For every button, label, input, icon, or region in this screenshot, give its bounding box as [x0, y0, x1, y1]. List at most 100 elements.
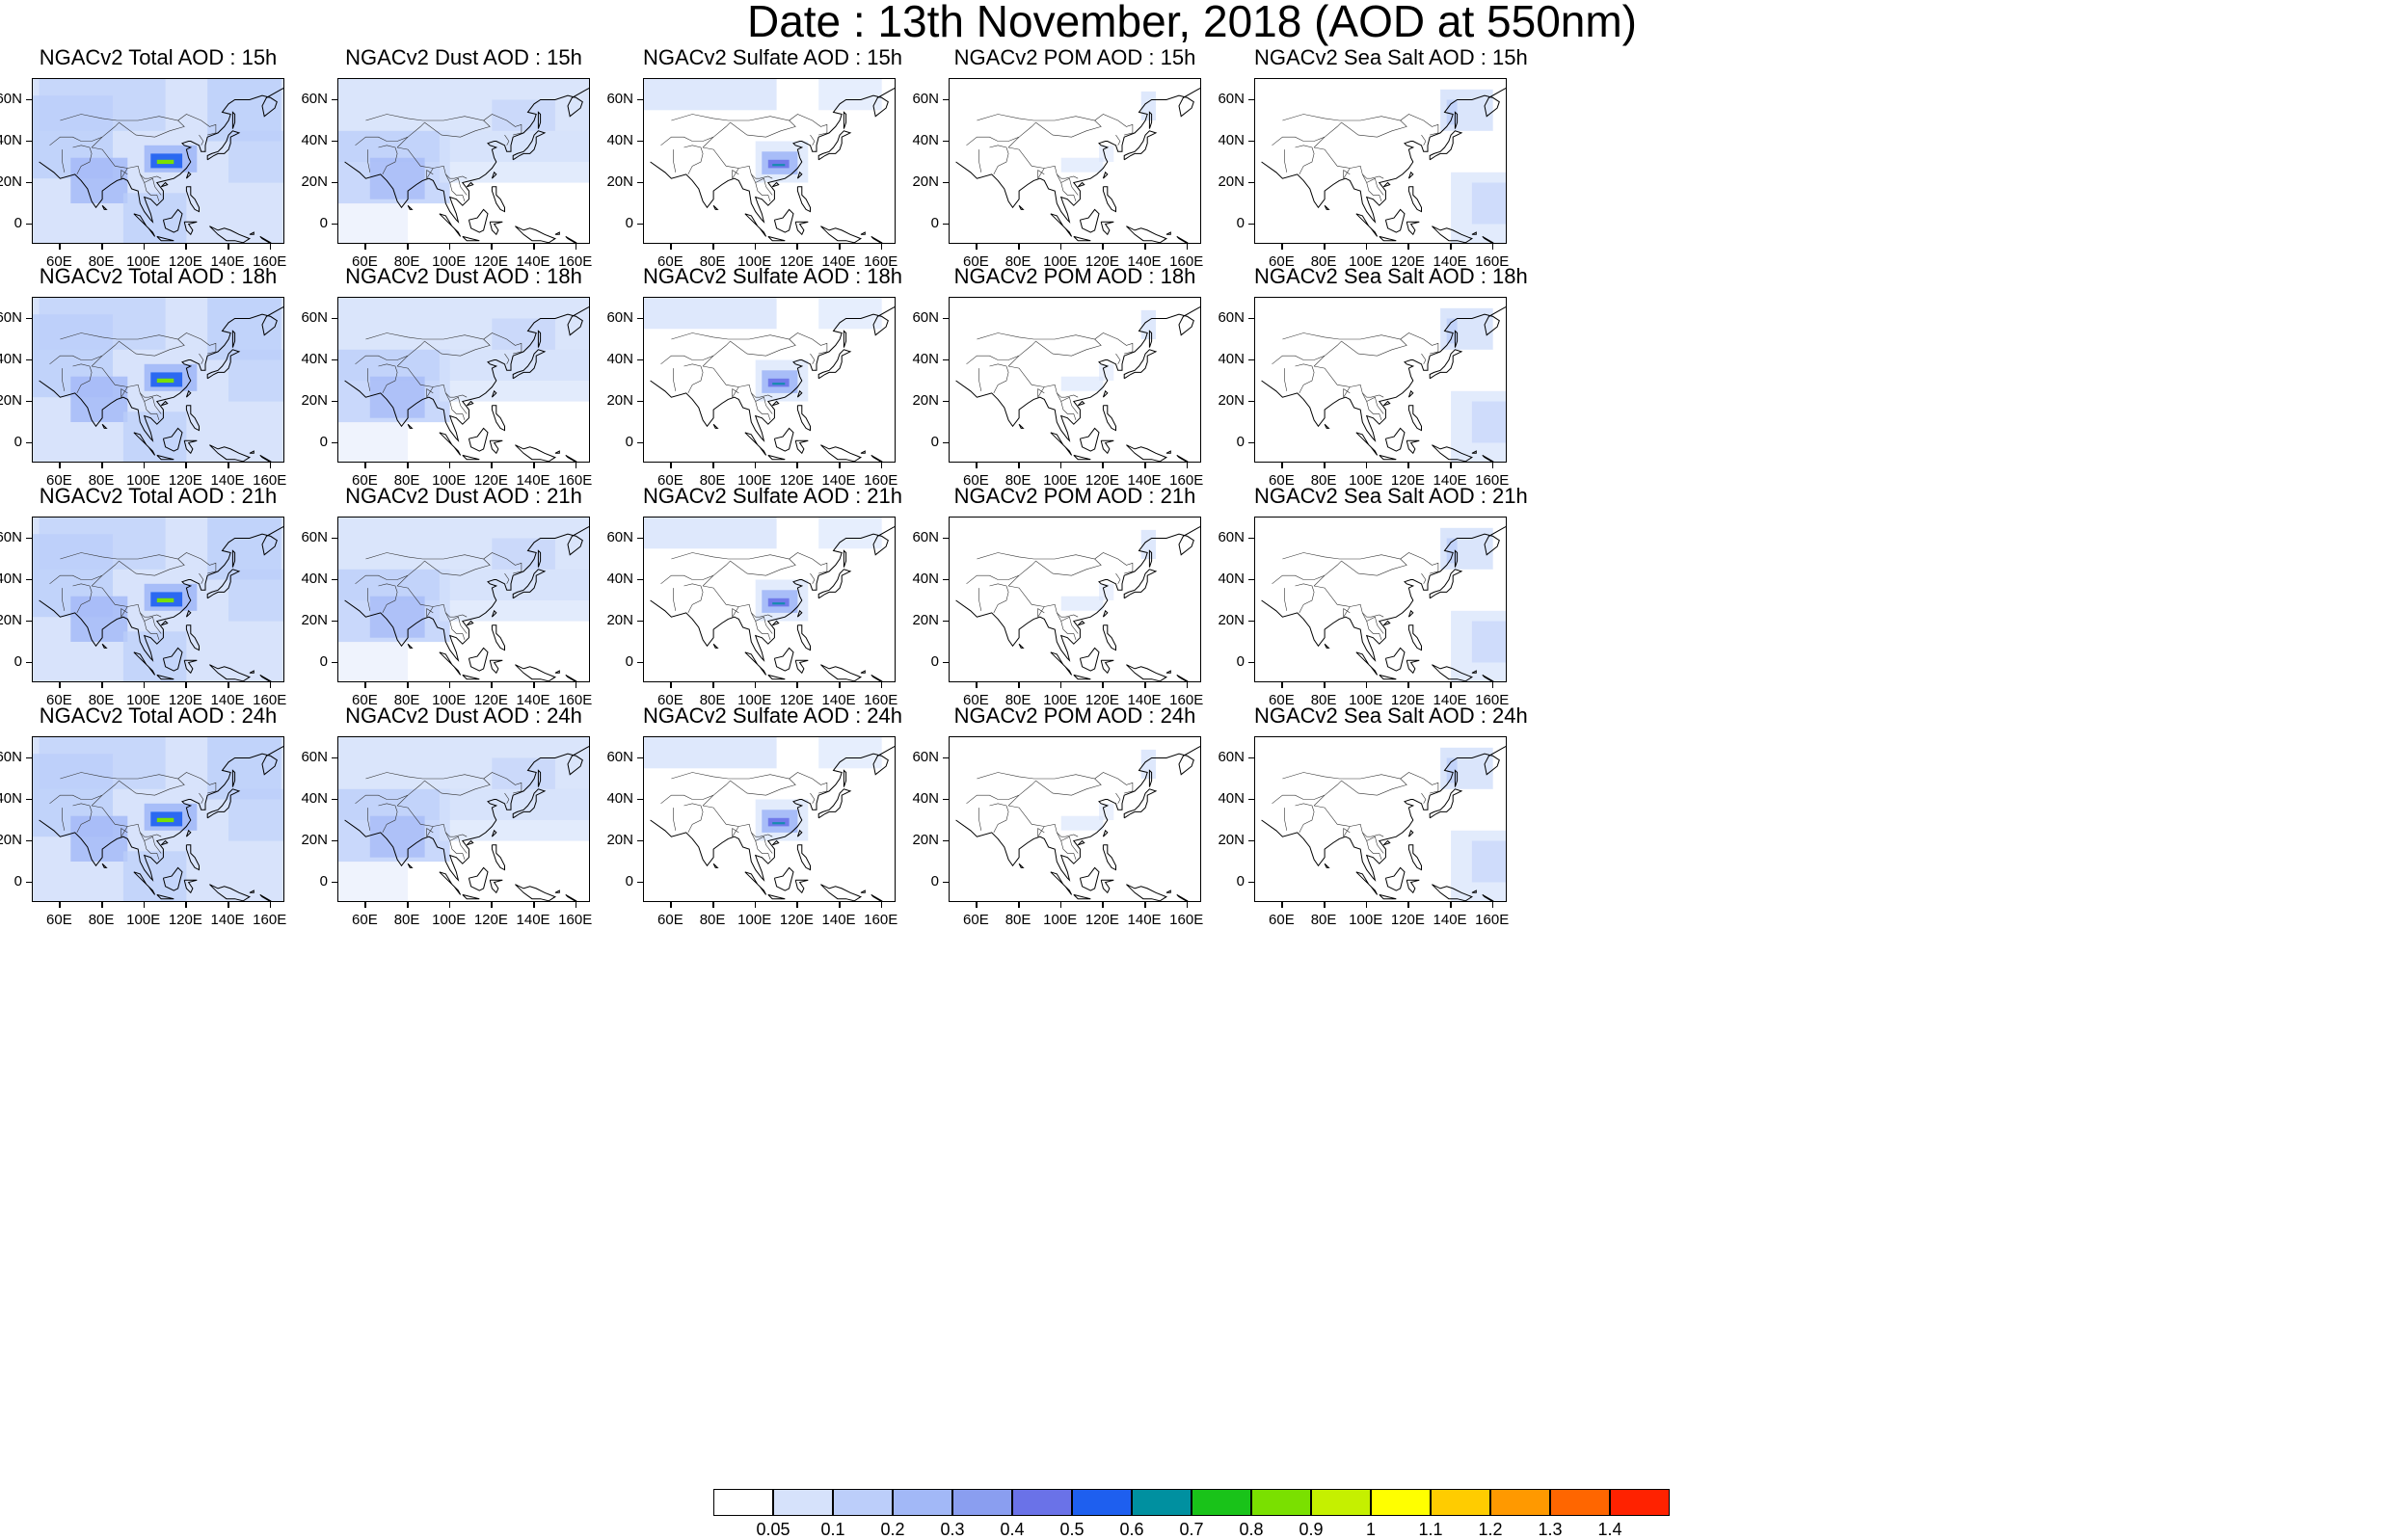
- colorbar-label: 1.1: [1418, 1520, 1443, 1539]
- lat-tick-label: 0: [625, 214, 633, 231]
- colorbar-swatch: [1371, 1489, 1431, 1516]
- lon-tick: [407, 682, 409, 688]
- country-border: [989, 803, 1009, 834]
- coastline: [817, 349, 852, 380]
- country-border: [1314, 365, 1384, 398]
- country-border: [1284, 588, 1288, 611]
- country-border: [199, 134, 204, 146]
- lat-tick-label: 60N: [1218, 90, 1245, 107]
- lat-tick-label: 20N: [0, 173, 22, 190]
- coastline: [955, 88, 1200, 224]
- coastline: [1324, 863, 1330, 868]
- lon-tick-label: 120E: [473, 692, 508, 708]
- lon-tick: [839, 902, 841, 908]
- country-border: [144, 616, 162, 634]
- lon-tick: [1144, 682, 1146, 688]
- country-border: [445, 173, 466, 201]
- coastline: [796, 844, 811, 871]
- aod-shading: [1099, 363, 1114, 381]
- lon-tick-label: 160E: [253, 253, 287, 270]
- coastline: [156, 235, 174, 242]
- lon-tick: [880, 244, 883, 250]
- lat-tick: [332, 358, 337, 360]
- lon-tick-label: 100E: [432, 692, 467, 708]
- lon-tick-label: 60E: [1269, 692, 1295, 708]
- country-border: [692, 794, 714, 800]
- lon-tick-label: 160E: [1169, 692, 1204, 708]
- lon-tick-label: 60E: [46, 692, 72, 708]
- country-border: [978, 808, 982, 831]
- coastline: [1454, 769, 1459, 787]
- country-border: [396, 778, 491, 807]
- coastline: [871, 454, 883, 462]
- coastline: [160, 181, 169, 188]
- country-border: [504, 353, 510, 364]
- lat-tick: [943, 317, 949, 319]
- country-border: [1037, 606, 1045, 619]
- coastline: [650, 746, 895, 882]
- country-border: [1060, 836, 1079, 854]
- country-border: [1366, 396, 1384, 414]
- lat-tick: [637, 881, 643, 883]
- colorbar-label: 0.3: [940, 1520, 965, 1539]
- coastline: [39, 306, 283, 442]
- coastline: [491, 389, 497, 398]
- coastline: [773, 866, 794, 891]
- lat-tick-label: 40N: [912, 131, 939, 148]
- lon-tick: [670, 682, 672, 688]
- lat-tick: [332, 798, 337, 800]
- coastline: [468, 208, 489, 233]
- country-border: [49, 574, 82, 585]
- lon-tick-label: 140E: [821, 692, 856, 708]
- aod-shading: [1060, 815, 1104, 831]
- lon-tick-label: 160E: [1169, 253, 1204, 270]
- lat-tick-label: 20N: [912, 831, 939, 848]
- lon-tick: [185, 902, 187, 908]
- lon-tick: [1491, 244, 1494, 250]
- lat-tick: [332, 537, 337, 539]
- coastline: [796, 186, 811, 213]
- coastline: [1406, 439, 1420, 455]
- country-border: [121, 168, 128, 180]
- country-border: [702, 119, 796, 148]
- lon-tick-label: 160E: [253, 472, 287, 489]
- lat-tick-label: 60N: [912, 90, 939, 107]
- coastline: [771, 181, 780, 188]
- lat-tick: [637, 181, 643, 183]
- coastline: [39, 88, 283, 224]
- country-border: [1313, 338, 1407, 367]
- coastline: [767, 674, 786, 680]
- coastline: [160, 620, 169, 626]
- coastline: [744, 213, 767, 237]
- coastline: [468, 866, 489, 891]
- country-border: [1295, 803, 1315, 834]
- country-border: [387, 574, 409, 580]
- map-plot: [337, 297, 590, 463]
- country-border: [92, 146, 162, 179]
- coastline: [39, 746, 283, 882]
- coastline: [462, 674, 480, 680]
- country-border: [60, 772, 217, 794]
- lat-tick-label: 0: [1236, 652, 1245, 670]
- coastline: [1407, 844, 1422, 871]
- lon-tick: [670, 463, 672, 468]
- country-border: [1007, 778, 1102, 807]
- lon-tick: [407, 902, 409, 908]
- lon-tick: [1450, 902, 1452, 908]
- lat-tick: [1248, 578, 1254, 580]
- lat-tick-label: 20N: [1218, 611, 1245, 628]
- lon-tick: [880, 902, 883, 908]
- lon-tick-label: 120E: [1085, 472, 1119, 489]
- aod-field: [644, 737, 895, 901]
- lon-tick-label: 80E: [1004, 472, 1031, 489]
- coastline: [1407, 405, 1422, 432]
- lon-tick: [976, 682, 978, 688]
- coastline: [1407, 609, 1414, 618]
- lon-tick: [839, 463, 841, 468]
- aod-shading: [70, 157, 128, 203]
- country-border: [966, 136, 999, 146]
- country-border: [1295, 145, 1315, 175]
- coastline: [1126, 226, 1167, 243]
- map-plot: [337, 78, 590, 244]
- coastline: [1355, 871, 1379, 895]
